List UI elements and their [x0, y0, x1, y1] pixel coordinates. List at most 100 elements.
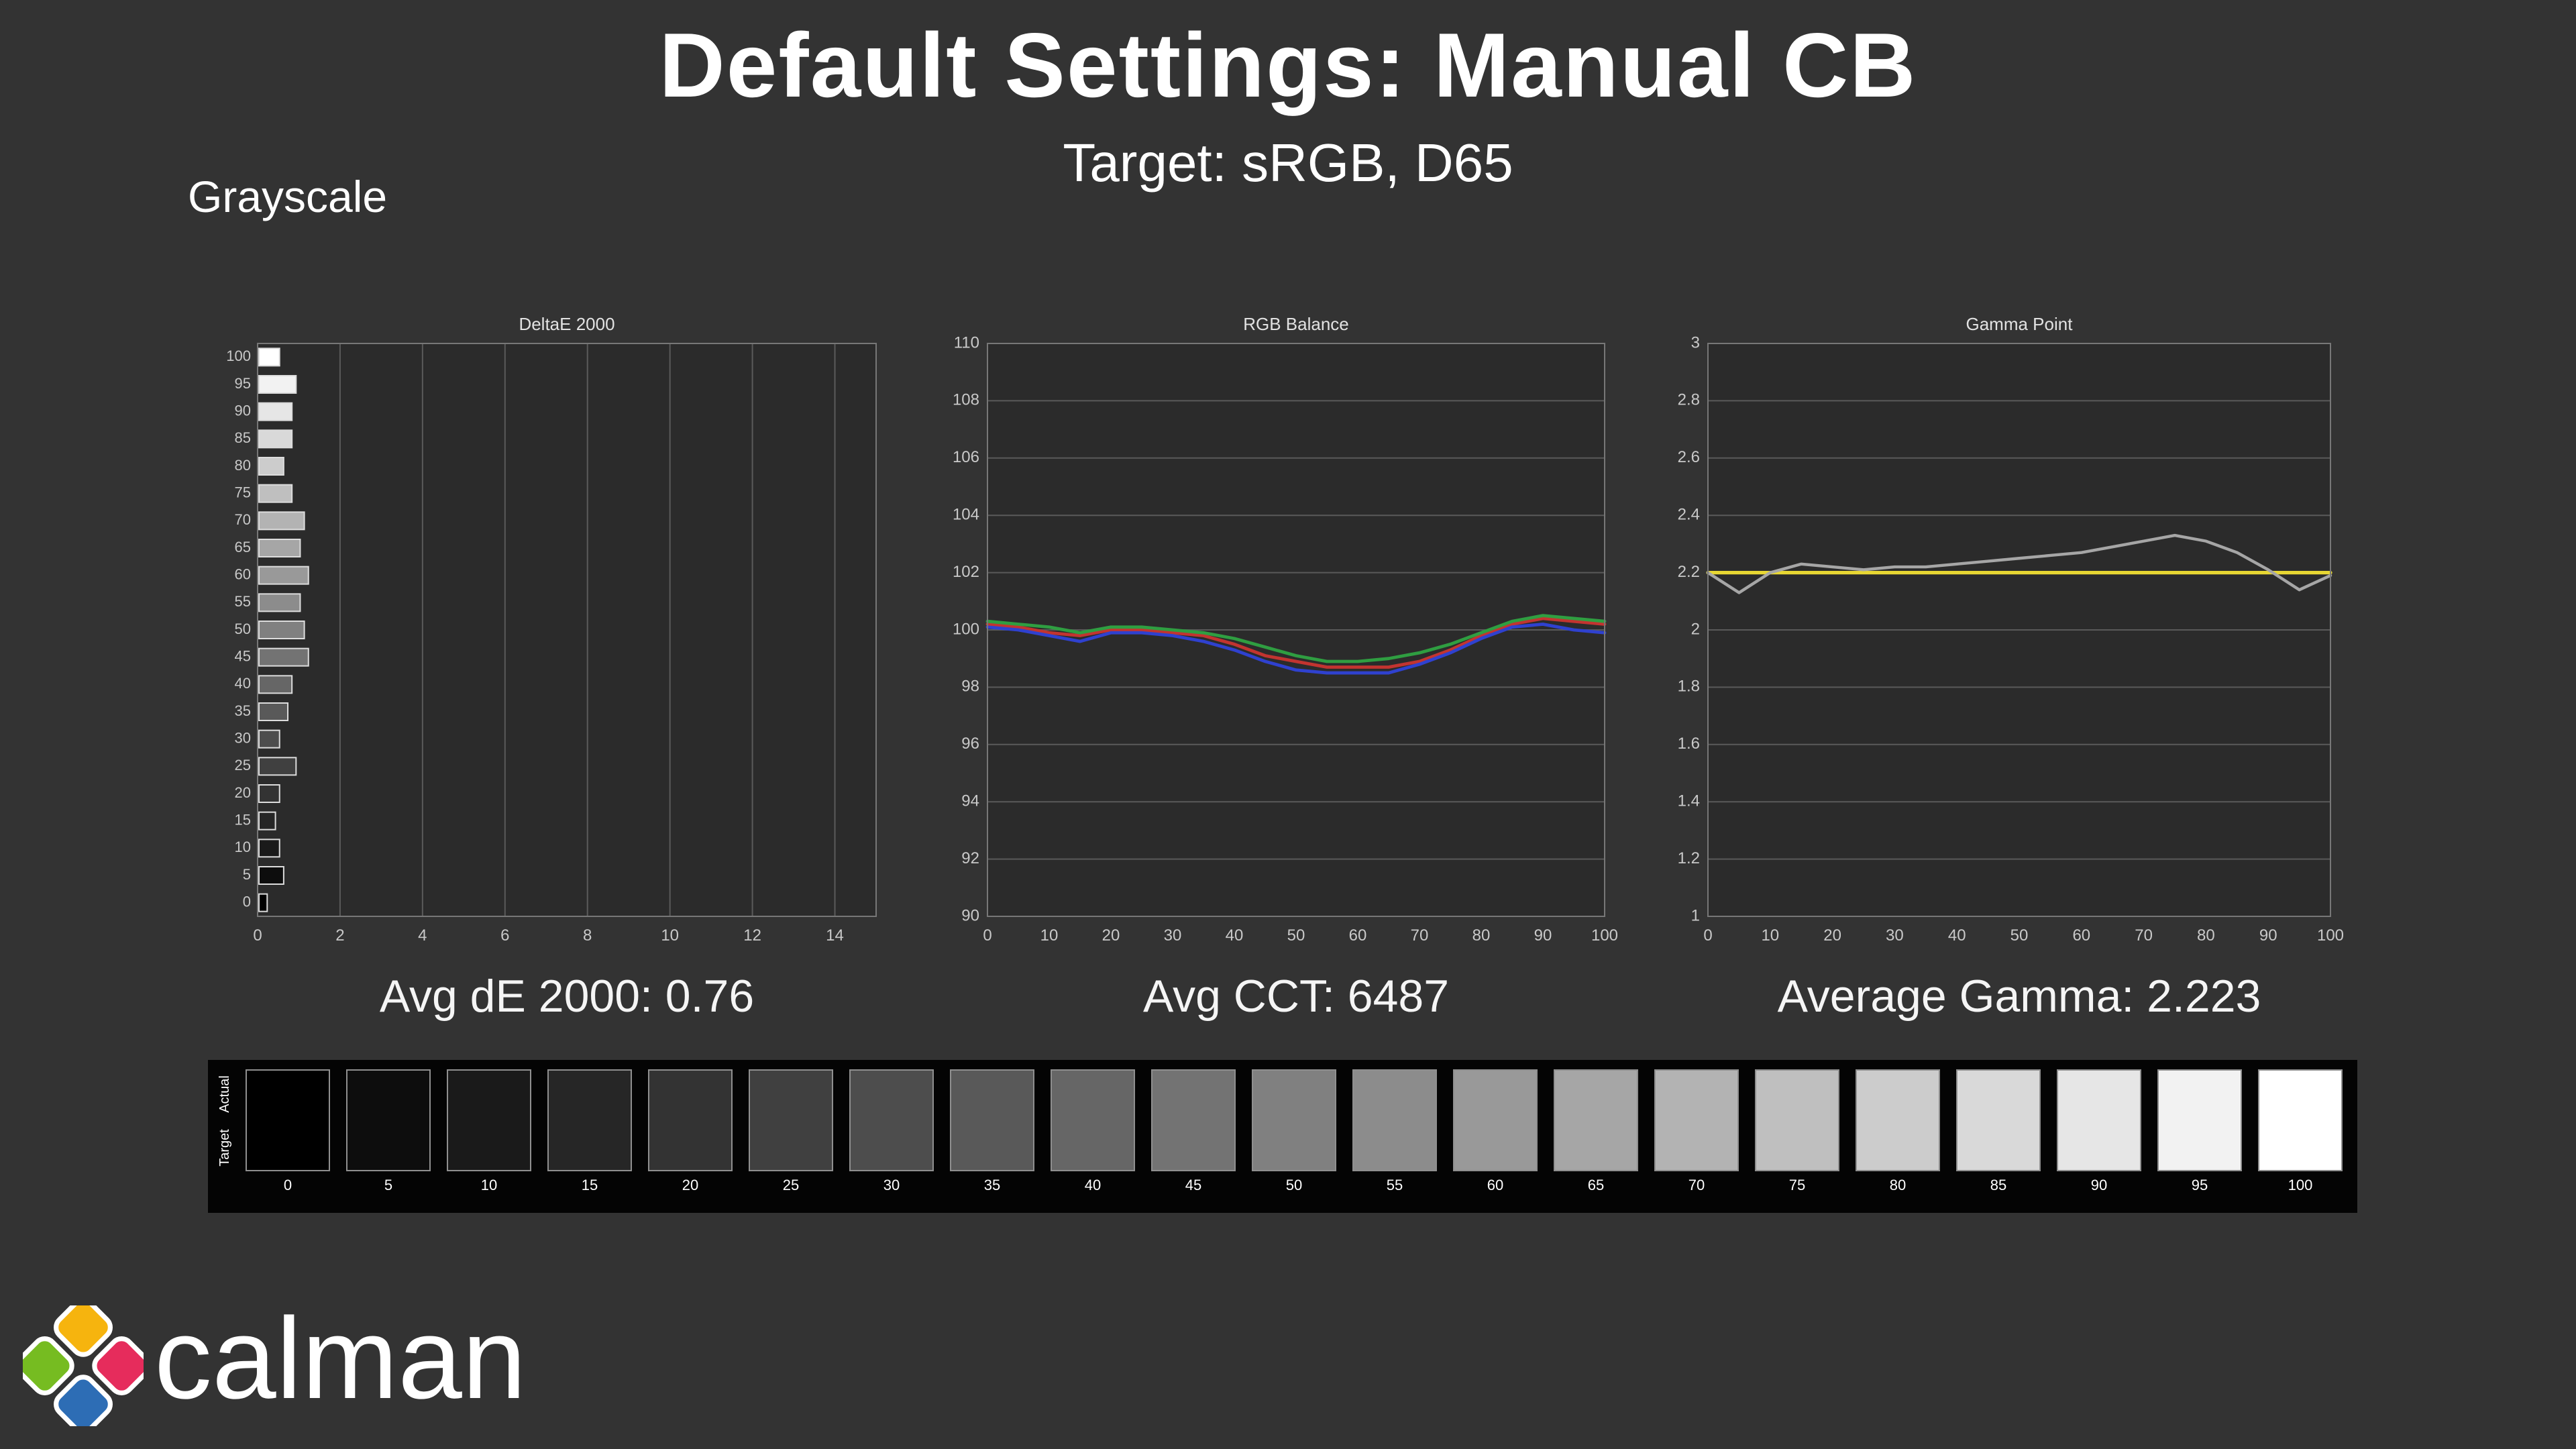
rgb-series-green [985, 614, 1607, 663]
svg-text:40: 40 [1948, 926, 1966, 945]
swatch-box-90 [2057, 1069, 2141, 1171]
grayscale-swatch-20: 20 [648, 1069, 733, 1209]
swatch-level-label: 0 [283, 1178, 292, 1194]
swatch-65-actual [1555, 1071, 1637, 1120]
swatches: 0 5 10 15 20 25 30 35 40 45 50 55 60 65 70 75 80 85 90 95 10… [246, 1069, 2343, 1209]
swatch-level-label: 100 [2288, 1178, 2313, 1194]
logo-petal-top [54, 1305, 113, 1357]
avg-cct-stat: Avg CCT: 6487 [1142, 971, 1450, 1022]
swatch-50-target [1253, 1120, 1335, 1170]
svg-text:2.2: 2.2 [1678, 563, 1700, 581]
swatch-20-actual [649, 1071, 731, 1120]
grayscale-swatch-strip: Actual Target 0 5 10 15 20 25 30 35 40 45 50 55 60 65… [208, 1060, 2357, 1213]
swatch-level-label: 80 [1889, 1178, 1907, 1194]
svg-text:8: 8 [583, 926, 592, 945]
swatch-level-label: 10 [480, 1178, 498, 1194]
grayscale-swatch-35: 35 [950, 1069, 1034, 1209]
row-label-target-text: Target [218, 1128, 233, 1166]
swatch-box-75 [1755, 1069, 1839, 1171]
calman-logo: calman [23, 1295, 640, 1432]
swatch-level-label: 30 [883, 1178, 900, 1194]
deltae-bar-85 [258, 429, 293, 449]
deltae-bar-90 [258, 402, 293, 421]
swatch-level-label: 85 [1990, 1178, 2007, 1194]
grayscale-swatch-10: 10 [447, 1069, 531, 1209]
swatch-70-actual [1656, 1071, 1737, 1120]
swatch-50-actual [1253, 1071, 1335, 1120]
svg-text:40: 40 [235, 675, 251, 692]
swatch-5-actual [347, 1071, 429, 1120]
swatch-level-label: 90 [2090, 1178, 2108, 1194]
svg-text:100: 100 [2317, 926, 2344, 945]
deltae-bar-25 [258, 757, 297, 776]
svg-text:2.6: 2.6 [1678, 448, 1700, 466]
deltae-bar-75 [258, 484, 293, 503]
rgb-series-red [985, 616, 1607, 669]
svg-text:6: 6 [500, 926, 509, 945]
deltae-bar-40 [258, 675, 293, 694]
swatch-box-70 [1654, 1069, 1739, 1171]
swatch-box-95 [2157, 1069, 2242, 1171]
deltae-chart-title: DeltaE 2000 [519, 314, 615, 334]
swatch-box-40 [1051, 1069, 1135, 1171]
deltae-bar-45 [258, 647, 309, 667]
swatch-80-target [1857, 1120, 1939, 1170]
svg-text:65: 65 [235, 539, 251, 555]
swatch-level-label: 5 [384, 1178, 393, 1194]
swatch-level-label: 50 [1285, 1178, 1303, 1194]
swatch-15-target [549, 1120, 631, 1170]
svg-text:45: 45 [235, 647, 251, 664]
swatch-30-actual [851, 1071, 932, 1120]
swatch-box-25 [749, 1069, 833, 1171]
swatch-box-80 [1856, 1069, 1940, 1171]
logo-petal-right [92, 1336, 144, 1395]
svg-text:90: 90 [1534, 926, 1552, 945]
svg-text:80: 80 [1472, 926, 1491, 945]
swatch-row-labels: Actual Target [208, 1067, 243, 1174]
swatch-box-100 [2258, 1069, 2343, 1171]
svg-text:10: 10 [235, 839, 251, 855]
swatch-95-target [2159, 1120, 2241, 1170]
swatch-60-target [1454, 1120, 1536, 1170]
svg-text:1.6: 1.6 [1678, 735, 1700, 753]
grayscale-swatch-45: 45 [1151, 1069, 1236, 1209]
swatch-45-target [1152, 1120, 1234, 1170]
svg-text:30: 30 [1886, 926, 1904, 945]
deltae-bar-5 [258, 866, 284, 885]
gamma-series-actual [1706, 533, 2332, 594]
swatch-box-35 [950, 1069, 1034, 1171]
swatch-90-actual [2058, 1071, 2140, 1120]
swatch-45-actual [1152, 1071, 1234, 1120]
deltae-chart: 0 2 4 6 8 10 12 1410095908580757065605550454035… [226, 343, 877, 945]
svg-text:92: 92 [961, 849, 979, 867]
svg-text:50: 50 [235, 621, 251, 637]
page-subtitle: Target: sRGB, D65 [1063, 134, 1513, 193]
svg-text:1.2: 1.2 [1678, 849, 1700, 867]
grayscale-swatch-80: 80 [1856, 1069, 1940, 1209]
swatch-0-actual [247, 1071, 329, 1120]
deltae-bar-70 [258, 511, 305, 531]
svg-text:2.8: 2.8 [1678, 391, 1700, 409]
swatch-35-target [951, 1120, 1033, 1170]
svg-text:30: 30 [235, 729, 251, 746]
grayscale-swatch-5: 5 [346, 1069, 431, 1209]
svg-text:15: 15 [235, 811, 251, 828]
swatch-30-target [851, 1120, 932, 1170]
swatch-level-label: 75 [1788, 1178, 1806, 1194]
grayscale-swatch-15: 15 [547, 1069, 632, 1209]
row-label-actual-text: Actual [218, 1075, 233, 1112]
row-label-target: Target [208, 1120, 243, 1174]
deltae-bar-60 [258, 566, 309, 585]
grayscale-swatch-30: 30 [849, 1069, 934, 1209]
svg-text:0: 0 [1703, 926, 1712, 945]
svg-text:1.4: 1.4 [1678, 792, 1700, 810]
section-label-grayscale: Grayscale [188, 172, 388, 221]
swatch-10-actual [448, 1071, 530, 1120]
svg-text:80: 80 [235, 457, 251, 474]
svg-text:95: 95 [235, 375, 251, 392]
page-title: Default Settings: Manual CB [659, 15, 1917, 117]
svg-text:106: 106 [953, 448, 979, 466]
svg-text:102: 102 [953, 563, 979, 581]
swatch-box-30 [849, 1069, 934, 1171]
deltae-bar-0 [258, 893, 268, 912]
